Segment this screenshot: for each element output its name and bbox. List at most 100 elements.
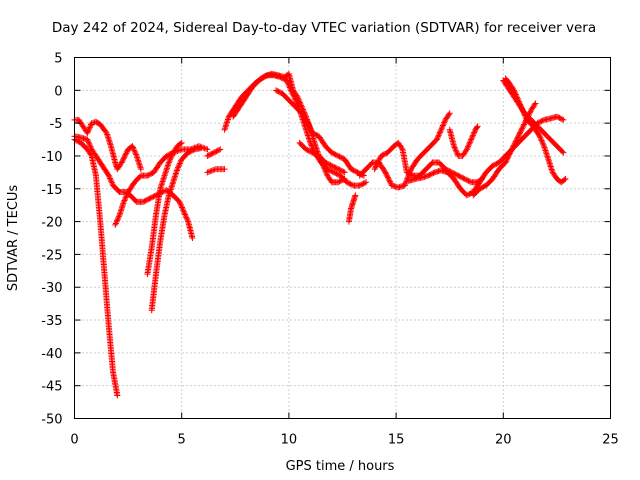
data-point xyxy=(148,170,155,177)
data-point xyxy=(433,136,440,143)
data-point xyxy=(324,160,331,167)
data-point xyxy=(519,125,526,132)
data-point xyxy=(452,171,459,178)
data-point xyxy=(462,147,469,154)
data-point xyxy=(320,162,327,169)
data-point xyxy=(518,126,525,133)
data-point xyxy=(508,146,515,153)
data-point xyxy=(72,137,79,144)
x-tick-label: 15 xyxy=(388,433,405,448)
data-point xyxy=(512,138,519,145)
data-point xyxy=(439,123,446,130)
data-point xyxy=(519,107,526,114)
data-point xyxy=(515,131,522,138)
data-point xyxy=(493,160,500,167)
data-point xyxy=(114,217,121,224)
data-point xyxy=(337,167,344,174)
data-point xyxy=(375,158,382,165)
data-point xyxy=(123,149,130,156)
data-point xyxy=(87,143,94,150)
data-point xyxy=(453,148,460,155)
data-point xyxy=(526,109,533,116)
data-point xyxy=(295,95,302,102)
series-arc-8 xyxy=(204,146,224,159)
data-point xyxy=(332,170,339,177)
y-tick-label: -30 xyxy=(41,281,62,296)
data-point xyxy=(385,175,392,182)
data-point xyxy=(561,176,568,183)
data-point xyxy=(460,175,467,182)
data-point xyxy=(516,130,523,137)
data-point xyxy=(519,124,526,131)
data-point xyxy=(150,193,157,200)
data-point xyxy=(466,139,473,146)
data-point xyxy=(512,139,519,146)
data-point xyxy=(456,173,463,180)
data-point xyxy=(108,178,115,185)
data-point xyxy=(465,191,472,198)
data-point xyxy=(376,156,383,163)
data-point xyxy=(121,154,128,161)
data-point xyxy=(513,92,520,99)
data-point xyxy=(168,152,175,159)
data-point xyxy=(328,168,335,175)
data-point xyxy=(175,164,182,171)
data-point xyxy=(114,392,121,399)
data-point xyxy=(439,122,446,129)
y-tick-label: -40 xyxy=(41,347,62,362)
data-point xyxy=(337,154,344,161)
data-point xyxy=(386,178,393,185)
data-point xyxy=(538,118,545,125)
data-point xyxy=(74,137,81,144)
data-point xyxy=(345,179,352,186)
data-point xyxy=(510,142,517,149)
data-point xyxy=(296,99,303,106)
data-point xyxy=(176,160,183,167)
data-point xyxy=(122,196,129,203)
data-point xyxy=(122,151,129,158)
data-point xyxy=(333,152,340,159)
data-point xyxy=(383,170,390,177)
data-point xyxy=(102,128,109,135)
data-point xyxy=(452,147,459,154)
data-point xyxy=(341,175,348,182)
data-point xyxy=(465,142,472,149)
data-point xyxy=(348,181,355,188)
data-point xyxy=(123,193,130,200)
data-point xyxy=(84,136,91,143)
data-point xyxy=(386,177,393,184)
data-point xyxy=(510,86,517,93)
series-arc-1 xyxy=(71,116,144,173)
data-point xyxy=(119,156,126,163)
data-point xyxy=(441,118,448,125)
data-point xyxy=(521,120,528,127)
data-point xyxy=(177,146,184,153)
series-arc-9 xyxy=(221,72,370,189)
data-point xyxy=(322,168,329,175)
data-point xyxy=(122,194,129,201)
data-point xyxy=(221,166,228,173)
data-point xyxy=(216,147,223,154)
data-point xyxy=(363,179,370,186)
data-point xyxy=(408,171,415,178)
data-point xyxy=(465,143,472,150)
data-point xyxy=(188,147,195,154)
series-arc-20 xyxy=(502,75,569,186)
data-point xyxy=(489,162,496,169)
data-point xyxy=(85,139,92,146)
data-point xyxy=(461,175,468,182)
y-tick-label: -35 xyxy=(41,314,62,329)
data-point xyxy=(167,155,174,162)
data-point xyxy=(312,150,319,157)
data-point xyxy=(182,212,189,219)
data-point xyxy=(435,132,442,139)
data-point xyxy=(505,152,512,159)
data-point xyxy=(119,158,126,165)
data-point xyxy=(468,136,475,143)
data-point xyxy=(425,172,432,179)
series-arc-14 xyxy=(356,110,453,191)
data-point xyxy=(309,149,316,156)
data-point xyxy=(87,122,94,129)
data-point xyxy=(180,208,187,215)
data-point xyxy=(518,105,525,112)
